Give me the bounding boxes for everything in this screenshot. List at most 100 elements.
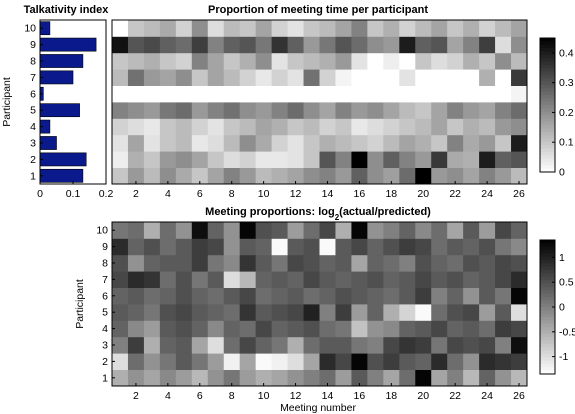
x-tick-label: 6: [197, 390, 203, 402]
colorbar-band: [540, 94, 555, 99]
heatmap-cell: [239, 369, 257, 387]
colorbar-band: [540, 41, 555, 46]
y-tick-label: 4: [102, 323, 108, 335]
heatmap-cell: [207, 52, 225, 70]
x-tick-label: 2: [133, 188, 139, 200]
heatmap-cell: [335, 287, 352, 305]
heatmap-cell: [447, 102, 464, 119]
heatmap2-title: Meeting proportions: log2(actual/predict…: [205, 206, 431, 222]
heatmap-cell: [143, 254, 161, 272]
colorbar-band: [540, 118, 555, 123]
heatmap-cell: [511, 69, 528, 86]
heatmap-cell: [319, 134, 336, 152]
heatmap-cell: [351, 222, 368, 239]
heatmap-cell: [511, 167, 528, 185]
heatmap-cell: [399, 151, 416, 168]
colorbar-band: [540, 290, 555, 294]
heatmap-cell: [383, 118, 400, 136]
heatmap-cell: [175, 369, 193, 387]
heatmap-cell: [207, 167, 225, 185]
heatmap-cell: [415, 238, 432, 256]
colorbar-band: [540, 68, 555, 72]
colorbar-band: [540, 333, 555, 338]
heatmap-cell: [319, 85, 336, 103]
heatmap-cell: [112, 20, 129, 37]
heatmap-cell: [495, 69, 512, 86]
bar-y-ticks: 1 2 3 4 5 6 7 8 9 10: [24, 23, 43, 182]
heatmap1-x-ticks: 2 4 6 8 10 12 14 16 18 20 22 24 26: [133, 181, 525, 200]
heatmap-cell: [399, 36, 416, 54]
heatmap-cell: [447, 369, 464, 387]
heatmap-cell: [399, 20, 416, 37]
colorbar-band: [540, 148, 555, 153]
heatmap-cell: [479, 167, 496, 185]
heatmap-cell: [112, 271, 129, 288]
heatmap-cell: [511, 85, 528, 103]
colorbar-band: [540, 54, 555, 59]
heatmap-cell: [127, 69, 145, 86]
heatmap-cell: [191, 304, 209, 321]
heatmap-cell: [511, 222, 528, 239]
colorbar-band: [540, 303, 555, 308]
heatmap-cell: [191, 238, 209, 256]
heatmap-cell: [351, 287, 368, 305]
heatmap-cell: [479, 151, 496, 168]
heatmap-cell: [415, 36, 432, 54]
heatmap-cell: [191, 287, 209, 305]
heatmap-cell: [383, 369, 400, 387]
heatmap-cell: [223, 20, 241, 37]
heatmap-cell: [351, 336, 368, 354]
colorbar-band: [540, 128, 555, 133]
heatmap-cell: [383, 222, 400, 239]
heatmap-cell: [255, 238, 273, 256]
heatmap-cell: [431, 304, 448, 321]
colorbar-band: [540, 360, 555, 365]
heatmap-cell: [143, 85, 161, 103]
heatmap-cell: [463, 353, 480, 370]
heatmap-cell: [383, 238, 400, 256]
heatmap-cell: [159, 102, 177, 119]
heatmap-cell: [239, 118, 257, 136]
heatmap2-cells: [112, 222, 528, 387]
heatmap-cell: [127, 238, 145, 256]
heatmap-cell: [223, 271, 241, 288]
heatmap-cell: [191, 353, 209, 370]
heatmap-cell: [159, 336, 177, 354]
heatmap-cell: [447, 52, 464, 70]
colorbar-band: [540, 101, 555, 106]
heatmap-cell: [287, 254, 304, 272]
heatmap-cell: [175, 69, 193, 86]
heatmap-cell: [143, 222, 161, 239]
heatmap-cell: [319, 304, 336, 321]
heatmap-cell: [207, 254, 225, 272]
colorbar-band: [540, 243, 555, 248]
heatmap-cell: [159, 118, 177, 136]
heatmap-cell: [383, 85, 400, 103]
heatmap-cell: [175, 167, 193, 185]
heatmap-cell: [495, 134, 512, 152]
heatmap-cell: [223, 134, 241, 152]
heatmap-cell: [415, 271, 432, 288]
heatmap-cell: [335, 222, 352, 239]
colorbar-band: [540, 263, 555, 268]
colorbar-band: [540, 161, 555, 166]
bar-y-tick-label: 6: [30, 88, 36, 100]
colorbar-band: [540, 367, 555, 372]
heatmap-cell: [127, 151, 145, 168]
heatmap-cell: [335, 118, 352, 136]
heatmap-cell: [495, 36, 512, 54]
bar-y-tick-label: 8: [30, 56, 36, 68]
heatmap-cell: [239, 151, 257, 168]
heatmap-cell: [143, 118, 161, 136]
colorbar-band: [540, 98, 555, 103]
y-tick-label: 7: [102, 274, 108, 286]
heatmap-cell: [223, 336, 241, 354]
heatmap-cell: [207, 369, 225, 387]
colorbar-band: [540, 286, 555, 291]
heatmap-cell: [303, 336, 320, 354]
heatmap-cell: [399, 69, 416, 86]
heatmap-cell: [239, 336, 257, 354]
heatmap-cell: [399, 287, 416, 305]
heatmap-cell: [319, 69, 336, 86]
bar-x-tick-label: 0: [37, 188, 43, 200]
